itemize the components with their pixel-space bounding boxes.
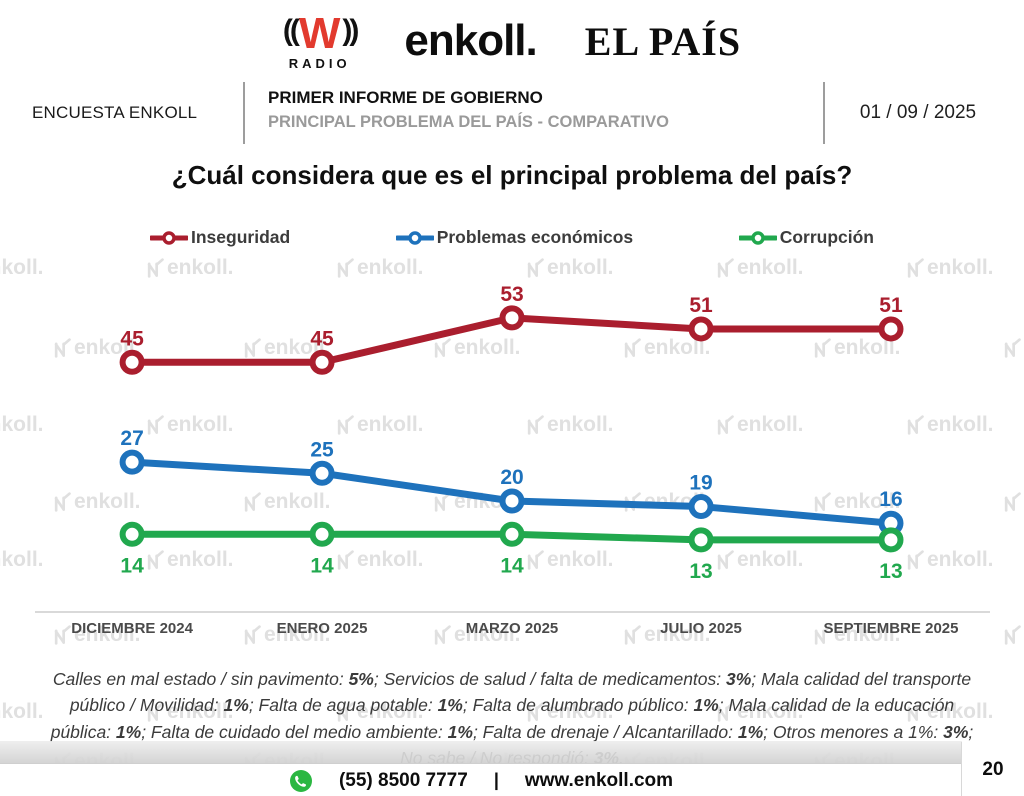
legend-item-problemas-economicos: Problemas económicos <box>395 227 634 248</box>
data-point-marker <box>499 305 525 331</box>
x-axis-label: JULIO 2025 <box>660 620 742 637</box>
data-point-label: 13 <box>879 560 902 583</box>
data-point-label: 51 <box>689 294 713 317</box>
footer-contact: (55) 8500 7777 | www.enkoll.com <box>0 764 962 796</box>
footnote-segment: ; Servicios de salud / falta de medicame… <box>373 669 726 689</box>
logo-row: (( W )) RADIO enkoll. EL PAÍS <box>0 6 1024 76</box>
data-point-marker <box>119 349 145 375</box>
data-point-label: 20 <box>500 466 523 489</box>
whatsapp-icon <box>289 769 313 793</box>
footnote-segment: 3% <box>726 669 752 689</box>
line-chart-svg: 45 45 53 51 51 27 25 20 19 16 14 14 14 13 13 <box>35 283 990 613</box>
footer-separator: | <box>493 770 499 790</box>
legend-label: Corrupción <box>779 227 874 247</box>
data-point-marker <box>878 316 904 342</box>
footnote-segment: ; Falta de agua potable: <box>248 695 438 716</box>
data-point-marker <box>119 521 145 547</box>
data-point-label: 16 <box>879 488 902 511</box>
line-marker-icon <box>395 230 434 245</box>
footnote-segment: 3% <box>943 721 969 742</box>
footnote-segment: ; Mala calidad del transporte público / … <box>69 669 972 716</box>
footnote-segment: ; Otros menores a 1%: <box>763 721 944 742</box>
wradio-w-letter: W <box>298 9 341 58</box>
data-point-label: 25 <box>310 438 334 461</box>
footnote-segment: 1% <box>447 721 473 742</box>
footnote-segment: ; Falta de drenaje / Alcantarillado: <box>472 721 738 742</box>
wradio-logo: (( W )) RADIO <box>282 9 359 71</box>
data-point-label: 45 <box>120 327 144 350</box>
footnote-segment: 1% <box>437 695 463 716</box>
enkoll-logo: enkoll. <box>404 16 537 65</box>
report-title: PRIMER INFORME DE GOBIERNO <box>268 88 543 107</box>
x-axis-label: SEPTIEMBRE 2025 <box>823 620 959 637</box>
question-title: ¿Cuál considera que es el principal prob… <box>171 160 853 190</box>
footnote-segment: 1% <box>115 721 142 742</box>
footnote-segment: 1% <box>693 695 719 716</box>
header-divider-right <box>823 82 825 144</box>
footnote-segment: 1% <box>737 721 764 742</box>
footer-website-link[interactable]: www.enkoll.com <box>524 769 674 791</box>
data-point-marker <box>688 316 714 342</box>
radio-wave-right-icon: )) <box>342 14 359 47</box>
data-point-label: 27 <box>120 427 143 450</box>
legend-item-corrupcion: Corrupción <box>738 227 874 248</box>
data-point-label: 45 <box>310 327 334 350</box>
x-axis-labels: DICIEMBRE 2024 ENERO 2025 MARZO 2025 JULIO … <box>0 620 1024 648</box>
footnote-segment: ; Falta de alumbrado público: <box>462 695 694 716</box>
header-center: PRIMER INFORME DE GOBIERNO PRINCIPAL PRO… <box>268 86 669 135</box>
header-divider-left <box>243 82 245 144</box>
data-point-label: 19 <box>689 472 712 495</box>
x-axis-label: MARZO 2025 <box>465 620 559 637</box>
data-point-marker <box>688 527 714 553</box>
data-point-marker <box>499 488 525 514</box>
footer-bar: (55) 8500 7777 | www.enkoll.com 20 <box>0 742 1024 796</box>
chart-legend: Inseguridad Problemas económicos Corrupc… <box>150 227 874 248</box>
x-axis-label: DICIEMBRE 2024 <box>71 620 193 637</box>
data-point-label: 14 <box>310 554 334 577</box>
data-point-marker <box>309 349 335 375</box>
data-point-label: 51 <box>879 294 903 317</box>
radio-wave-left-icon: (( <box>282 14 300 47</box>
data-point-label: 14 <box>120 554 144 577</box>
elpais-logo: EL PAÍS <box>584 18 742 64</box>
footnote-segment: 1% <box>223 695 249 716</box>
data-point-label: 13 <box>689 560 712 583</box>
x-axis-label: ENERO 2025 <box>276 620 368 637</box>
data-point-marker <box>688 494 714 520</box>
data-point-marker <box>119 449 145 475</box>
data-point-marker <box>878 527 904 553</box>
footnote-segment: ; Falta de cuidado del medio ambiente: <box>141 721 448 742</box>
report-subtitle: PRINCIPAL PROBLEMA DEL PAÍS - COMPARATIV… <box>268 112 669 131</box>
legend-item-inseguridad: Inseguridad <box>150 227 290 248</box>
report-date: 01 / 09 / 2025 <box>859 102 977 123</box>
header-bar: ENCUESTA ENKOLL PRIMER INFORME DE GOBIER… <box>0 82 1024 144</box>
data-point-marker <box>309 521 335 547</box>
data-point-label: 53 <box>500 283 523 306</box>
line-marker-icon <box>738 230 777 245</box>
bottom-gray-band <box>0 741 962 763</box>
data-point-label: 14 <box>500 554 524 577</box>
footnote-segment: Calles en mal estado / sin pavimento: <box>52 669 349 689</box>
legend-label: Problemas económicos <box>436 227 634 247</box>
footnote-segment: 5% <box>348 669 374 689</box>
enkoll-watermark: enkoll. <box>0 700 44 723</box>
data-point-marker <box>309 460 335 486</box>
survey-label: ENCUESTA ENKOLL <box>32 103 198 122</box>
legend-label: Inseguridad <box>191 227 291 247</box>
footnote-segment: ; Mala calidad de la educación pública: <box>50 695 955 742</box>
line-chart: 45 45 53 51 51 27 25 20 19 16 14 14 14 13 13 <box>0 243 1024 615</box>
wradio-radio-text: RADIO <box>288 56 351 71</box>
footer-phone: (55) 8500 7777 <box>338 769 468 791</box>
line-marker-icon <box>150 230 188 245</box>
page-number: 20 <box>961 742 1024 796</box>
data-point-marker <box>499 521 525 547</box>
